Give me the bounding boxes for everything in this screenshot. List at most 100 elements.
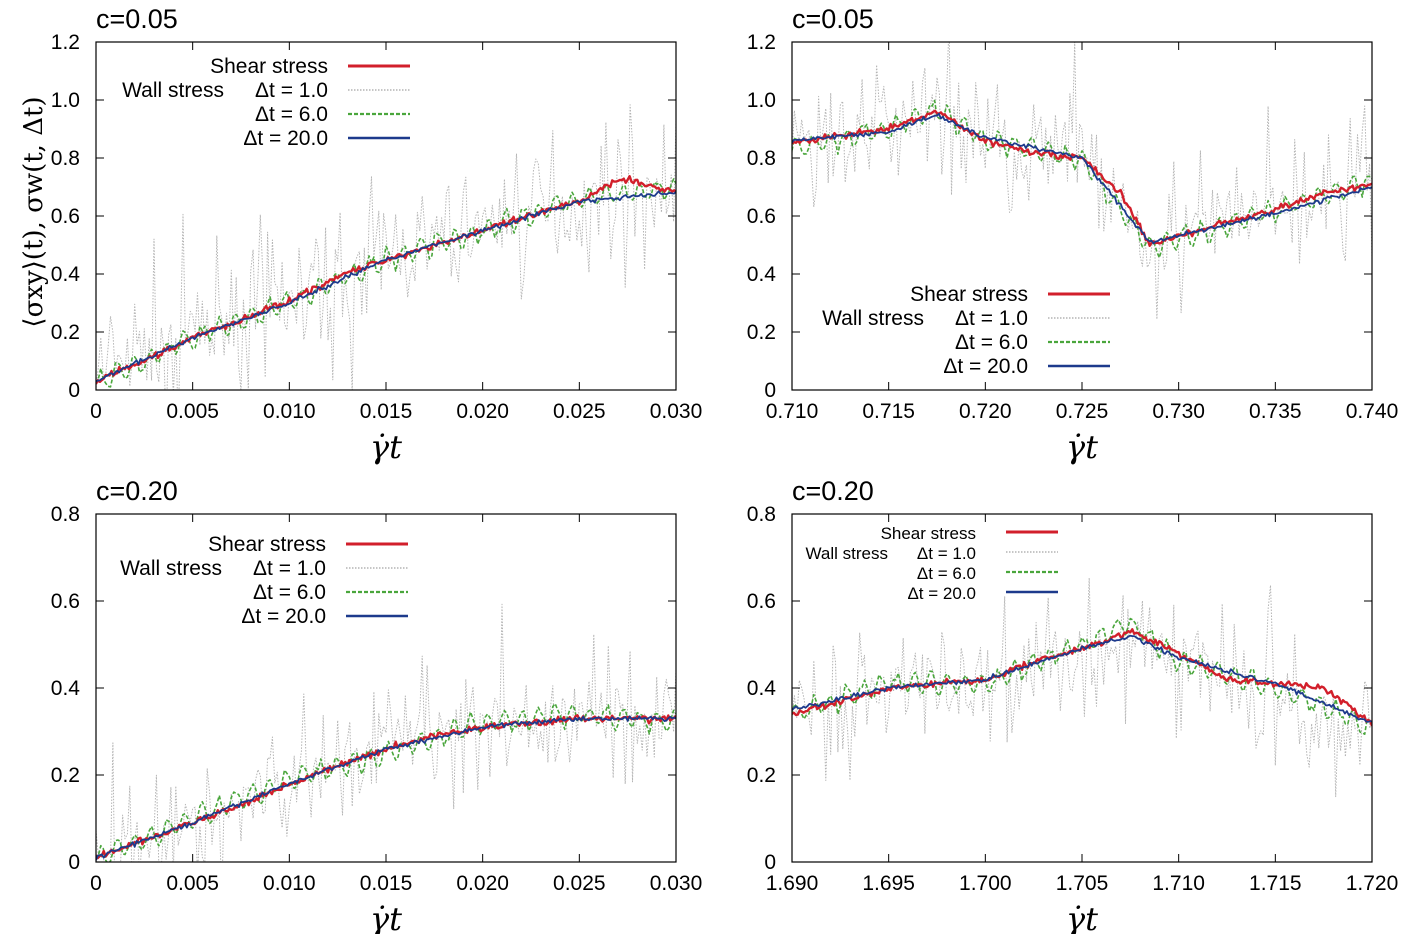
x-tick-label: 0.020	[456, 872, 509, 895]
y-tick-label: 0.2	[747, 321, 776, 344]
x-axis-label: γ̇t	[370, 428, 402, 466]
y-tick-label: 1.0	[747, 89, 776, 112]
y-tick-label: 0	[68, 851, 80, 874]
plot-frame	[791, 41, 1373, 391]
legend-prefix: Wall stress	[806, 544, 889, 563]
legend-prefix: Wall stress	[122, 79, 224, 102]
x-tick-label: 0.725	[1056, 400, 1109, 423]
legend-label: Δt = 20.0	[943, 355, 1028, 378]
x-tick-label: 0.005	[166, 400, 219, 423]
x-tick-label: 0.740	[1346, 400, 1399, 423]
series-line-wall_6	[96, 178, 676, 388]
series-line-wall_6	[792, 99, 1372, 259]
series-line-shear	[96, 714, 676, 860]
legend-label: Δt = 20.0	[241, 605, 326, 628]
series-line-wall_20	[792, 634, 1372, 723]
x-tick-label: 0.735	[1249, 400, 1302, 423]
x-tick-label: 0.730	[1152, 400, 1205, 423]
series-line-wall_1	[792, 42, 1372, 320]
panel-title: c=0.05	[96, 4, 178, 34]
x-tick-label: 0.025	[553, 872, 606, 895]
y-axis-label-text: ⟨σxy⟩(t), σw(t, Δt)	[19, 96, 49, 327]
x-axis-label: γ̇t	[1066, 900, 1098, 934]
y-tick-label: 0.2	[747, 764, 776, 787]
x-tick-label: 1.715	[1249, 872, 1302, 895]
panel-title: c=0.20	[96, 476, 178, 506]
x-axis-label: γ̇t	[1066, 428, 1098, 466]
x-tick-label: 0.010	[263, 872, 316, 895]
y-tick-label: 0.8	[747, 503, 776, 526]
legend-label: Δt = 20.0	[907, 584, 976, 603]
y-tick-label: 0.4	[51, 263, 81, 286]
legend-label: Δt = 6.0	[955, 331, 1028, 354]
panel-4: c=0.20 1.690 1.695 1.700 1.705 1.710 1.715 1.72…	[747, 476, 1398, 934]
x-tick-label: 0	[90, 400, 102, 423]
x-axis-label: γ̇t	[370, 900, 402, 934]
y-tick-label: 0.4	[51, 677, 81, 700]
x-tick-label: 1.710	[1152, 872, 1205, 895]
legend-label: Δt = 20.0	[243, 127, 328, 150]
series-line-wall_1	[792, 577, 1372, 798]
x-tick-label: 0.030	[650, 872, 703, 895]
legend-prefix: Wall stress	[822, 307, 924, 330]
x-tick-label: 1.705	[1056, 872, 1109, 895]
panel-title: c=0.05	[792, 4, 874, 34]
y-tick-label: 0.4	[747, 263, 777, 286]
x-tick-label: 0.005	[166, 872, 219, 895]
y-tick-label: 0	[764, 379, 776, 402]
y-tick-label: 0.6	[51, 590, 80, 613]
series-line-wall_20	[96, 715, 676, 861]
legend-prefix: Wall stress	[120, 557, 222, 580]
x-tick-label: 0.710	[766, 400, 819, 423]
series-line-wall_1	[96, 104, 676, 390]
panel-3: c=0.20 0 0.005 0.010 0.015 0.020 0.025 0.030 0 0.…	[51, 476, 702, 934]
legend-label: Shear stress	[210, 55, 328, 78]
y-tick-label: 0.2	[51, 764, 80, 787]
series-group	[96, 603, 676, 862]
series-group	[792, 42, 1372, 320]
legend-label: Δt = 6.0	[917, 564, 976, 583]
panel-2: c=0.05 0.710 0.715 0.720 0.725 0.730 0.735 0.74…	[747, 4, 1398, 466]
y-tick-label: 0.2	[51, 321, 80, 344]
series-group	[96, 104, 676, 390]
series-line-shear	[96, 175, 676, 385]
x-tick-label: 1.695	[862, 872, 915, 895]
y-tick-label: 0.8	[51, 503, 80, 526]
series-line-wall_20	[96, 190, 676, 383]
x-tick-label: 0.715	[862, 400, 915, 423]
y-tick-label: 0.8	[747, 147, 776, 170]
x-tick-label: 0.015	[360, 872, 413, 895]
x-tick-label: 1.700	[959, 872, 1012, 895]
y-tick-label: 0.6	[747, 205, 776, 228]
y-tick-label: 0.8	[51, 147, 80, 170]
legend-label: Shear stress	[910, 283, 1028, 306]
legend-label: Δt = 1.0	[255, 79, 328, 102]
series-line-wall_1	[96, 603, 676, 862]
x-tick-label: 0.020	[456, 400, 509, 423]
y-tick-label: 1.0	[51, 89, 80, 112]
x-tick-label: 0.720	[959, 400, 1012, 423]
legend-label: Δt = 6.0	[255, 103, 328, 126]
y-axis-label: ⟨σxy⟩(t), σw(t, Δt)	[19, 96, 49, 327]
y-tick-label: 0.6	[747, 590, 776, 613]
y-tick-label: 0.6	[51, 205, 80, 228]
x-tick-label: 0.010	[263, 400, 316, 423]
legend-label: Δt = 1.0	[253, 557, 326, 580]
x-tick-label: 0.025	[553, 400, 606, 423]
legend-label: Δt = 1.0	[955, 307, 1028, 330]
series-group	[792, 577, 1372, 798]
series-line-wall_20	[792, 112, 1372, 245]
y-tick-label: 1.2	[51, 31, 80, 54]
x-tick-label: 1.690	[766, 872, 819, 895]
x-tick-label: 0	[90, 872, 102, 895]
y-tick-label: 0.4	[747, 677, 777, 700]
panels: c=0.050 0.005 0.010 0.015 0.020 0.025 0.03000.…	[51, 4, 1398, 934]
legend-label: Δt = 6.0	[253, 581, 326, 604]
x-tick-label: 0.030	[650, 400, 703, 423]
y-tick-label: 1.2	[747, 31, 776, 54]
